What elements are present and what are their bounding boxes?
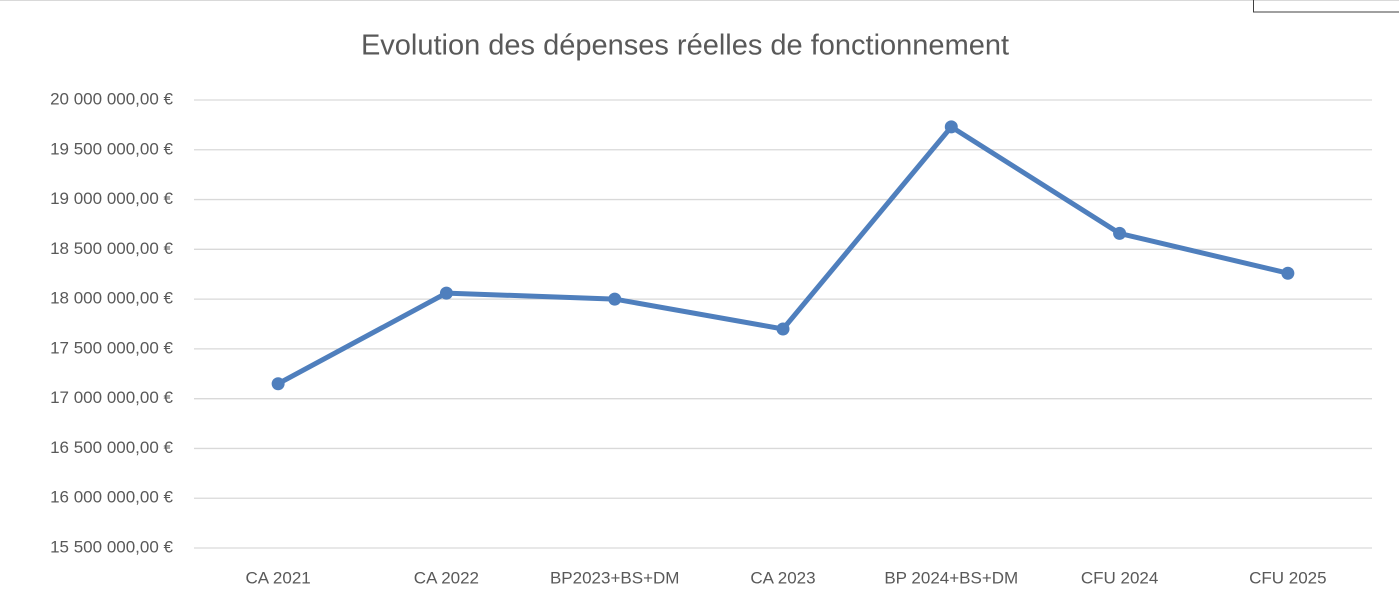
data-point — [1281, 266, 1295, 280]
data-point — [439, 286, 453, 300]
data-point — [1113, 226, 1127, 240]
y-tick-label: 19 000 000,00 € — [50, 189, 173, 208]
y-tick-label: 17 000 000,00 € — [50, 388, 173, 407]
y-tick-label: 15 500 000,00 € — [50, 537, 173, 556]
series-line — [275, 124, 1291, 387]
y-tick-label: 20 000 000,00 € — [50, 89, 173, 108]
data-point — [776, 322, 790, 336]
data-point — [608, 292, 622, 306]
frame-box — [1253, 0, 1399, 13]
x-tick-label: BP 2024+BS+DM — [884, 568, 1018, 587]
x-tick-label: CA 2021 — [246, 568, 311, 587]
x-tick-label: CA 2022 — [414, 568, 479, 587]
chart-title: Evolution des dépenses réelles de foncti… — [361, 30, 1009, 62]
data-point — [944, 120, 958, 134]
x-tick-label: CFU 2024 — [1081, 568, 1158, 587]
data-point — [271, 377, 285, 391]
y-tick-label: 16 500 000,00 € — [50, 438, 173, 457]
x-tick-label: BP2023+BS+DM — [550, 568, 679, 587]
x-tick-label: CFU 2025 — [1249, 568, 1326, 587]
y-tick-label: 18 000 000,00 € — [50, 289, 173, 308]
y-tick-label: 16 000 000,00 € — [50, 488, 173, 507]
y-tick-label: 17 500 000,00 € — [50, 338, 173, 357]
y-tick-label: 18 500 000,00 € — [50, 239, 173, 258]
y-tick-label: 19 500 000,00 € — [50, 139, 173, 158]
x-tick-label: CA 2023 — [750, 568, 815, 587]
